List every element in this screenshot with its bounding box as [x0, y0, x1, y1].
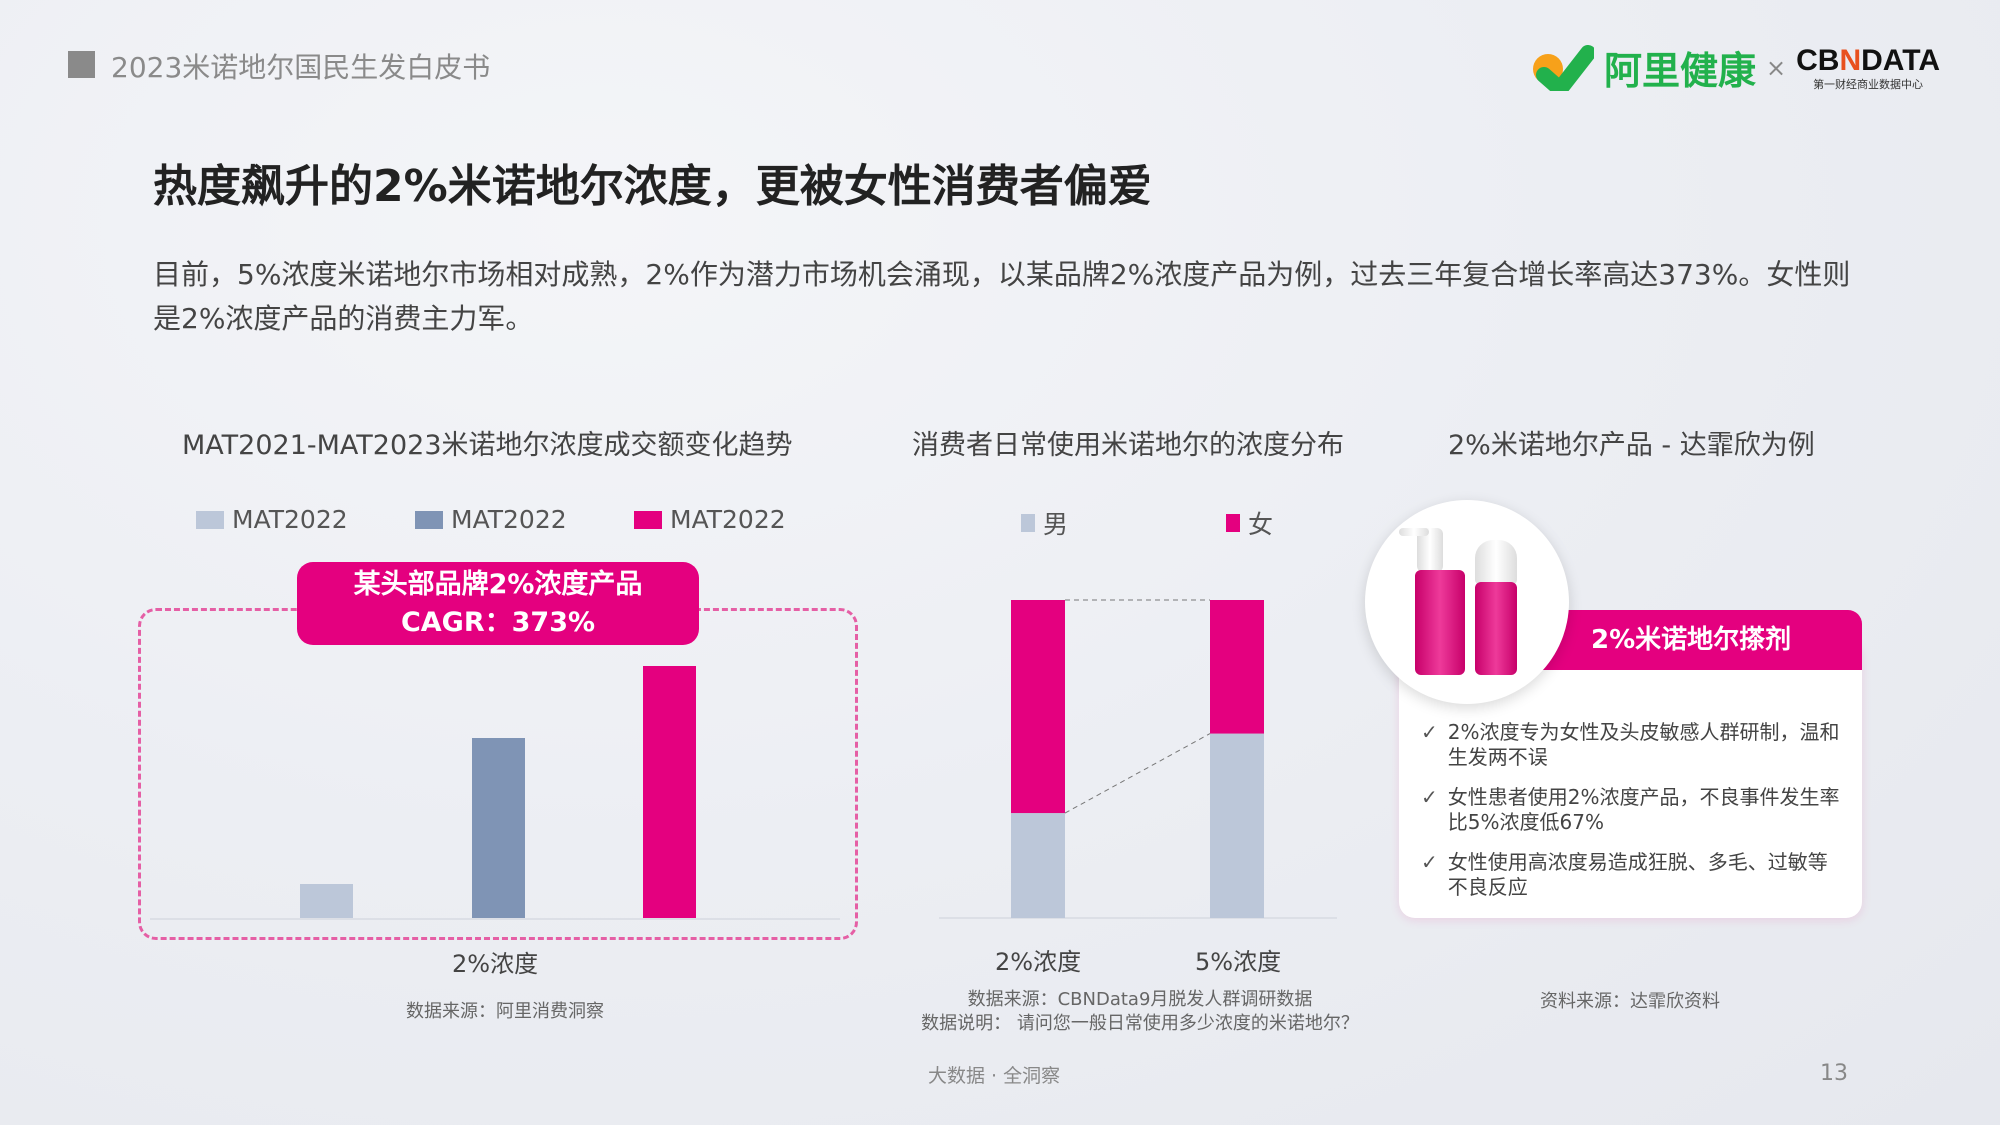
chart2-source: 数据来源：CBNData9月脱发人群调研数据 数据说明： 请问您一般日常使用多少浓…: [921, 989, 1359, 1034]
chart1-plot: [150, 600, 840, 920]
chart2-legend-female: 女: [1226, 505, 1273, 541]
chart1-bar: [643, 666, 696, 918]
check-icon: ✓: [1421, 785, 1438, 809]
intro-paragraph: 目前，5%浓度米诺地尔市场相对成熟，2%作为潜力市场机会涌现，以某品牌2%浓度产…: [153, 258, 1851, 335]
check-icon: ✓: [1421, 720, 1438, 744]
chart1-bar: [300, 883, 353, 918]
chart2-legend-male: 男: [1021, 505, 1068, 541]
chart2-plot: [939, 599, 1337, 919]
product-point: ✓ 女性使用高浓度易造成狂脱、多毛、过敏等不良反应: [1421, 850, 1828, 899]
product-section-title: 2%米诺地尔产品 - 达霏欣为例: [1448, 430, 1815, 461]
chart1-bar: [472, 738, 525, 918]
chart2-connector: [1064, 733, 1211, 814]
page-title: 热度飙升的2%米诺地尔浓度，更被女性消费者偏爱: [153, 161, 1152, 212]
chart2-bar-segment: [1210, 600, 1264, 734]
cagr-annotation: 某头部品牌2%浓度产品 CAGR：373%: [297, 562, 699, 645]
product-point: ✓ 女性患者使用2%浓度产品，不良事件发生率比5%浓度低67%: [1421, 785, 1840, 834]
cbndata-logo: CBNDATA 第一财经商业数据中心: [1796, 43, 1941, 91]
chart2-bar-segment: [1011, 813, 1065, 918]
product-point: ✓ 2%浓度专为女性及头皮敏感人群研制，温和生发两不误: [1421, 720, 1840, 769]
product-source: 资料来源：达霏欣资料: [1540, 991, 1720, 1012]
chart1-title: MAT2021-MAT2023米诺地尔浓度成交额变化趋势: [182, 430, 793, 461]
product-image: [1365, 500, 1569, 704]
logo: 阿里健康 × CBNDATA 第一财经商业数据中心: [1530, 40, 1940, 95]
check-icon: ✓: [1421, 850, 1438, 874]
chart1-x-label: 2%浓度: [452, 950, 539, 978]
ali-health-logo-icon: [1533, 44, 1594, 91]
chart1-legend-3: MAT2022: [634, 505, 786, 534]
chart1-source: 数据来源：阿里消费洞察: [406, 1001, 604, 1022]
chart1-legend-1: MAT2022: [196, 505, 348, 534]
ali-health-text: 阿里健康: [1604, 49, 1757, 93]
chart2-x-label-2: 5%浓度: [1195, 948, 1282, 976]
page-number: 13: [1820, 1061, 1848, 1086]
footer-slogan: 大数据 · 全洞察: [928, 1065, 1061, 1087]
chart2-bar-segment: [1011, 600, 1065, 814]
chart1-axis: [150, 918, 840, 920]
chart2-title: 消费者日常使用米诺地尔的浓度分布: [912, 430, 1344, 461]
cross-sign: ×: [1766, 53, 1787, 82]
chart2-x-label-1: 2%浓度: [995, 948, 1082, 976]
chart1-legend-2: MAT2022: [415, 505, 567, 534]
chart2-bar-segment: [1210, 733, 1264, 918]
report-title: 2023米诺地尔国民生发白皮书: [111, 51, 491, 84]
header-square-icon: [68, 51, 95, 78]
product-name-banner: 2%米诺地尔搽剂: [1543, 610, 1862, 670]
